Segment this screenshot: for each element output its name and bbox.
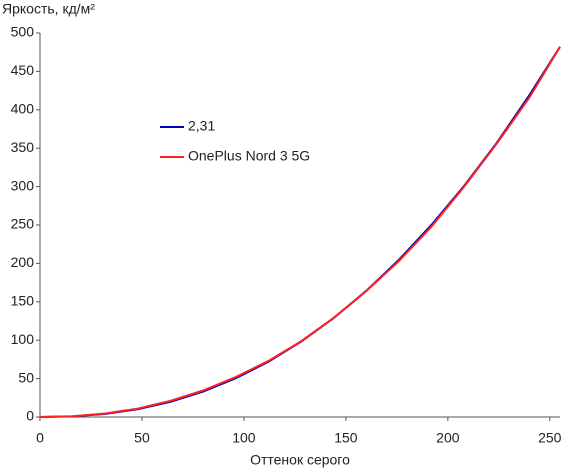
legend-label: 2,31 (188, 118, 215, 134)
x-tick-label: 200 (436, 430, 460, 446)
x-tick-label: 100 (232, 430, 256, 446)
y-tick-label: 500 (11, 24, 35, 40)
x-axis-label: Оттенок серого (250, 452, 350, 468)
x-tick-label: 0 (36, 430, 44, 446)
y-tick-label: 0 (26, 408, 34, 424)
legend-label: OnePlus Nord 3 5G (188, 148, 310, 164)
series-line (39, 46, 561, 418)
y-tick-label: 400 (11, 101, 35, 117)
y-tick-label: 200 (11, 254, 35, 270)
x-tick-label: 150 (334, 430, 358, 446)
x-tick-label: 50 (134, 430, 150, 446)
y-tick-label: 150 (11, 293, 35, 309)
x-tick-label: 250 (538, 430, 562, 446)
y-tick-label: 250 (11, 216, 35, 232)
y-tick-label: 350 (11, 139, 35, 155)
y-tick-label: 300 (11, 177, 35, 193)
y-axis-label: Яркость, кд/м² (2, 1, 95, 17)
y-tick-label: 50 (18, 369, 34, 385)
y-tick-label: 450 (11, 62, 35, 78)
series-line (39, 46, 561, 418)
y-tick-label: 100 (11, 331, 35, 347)
